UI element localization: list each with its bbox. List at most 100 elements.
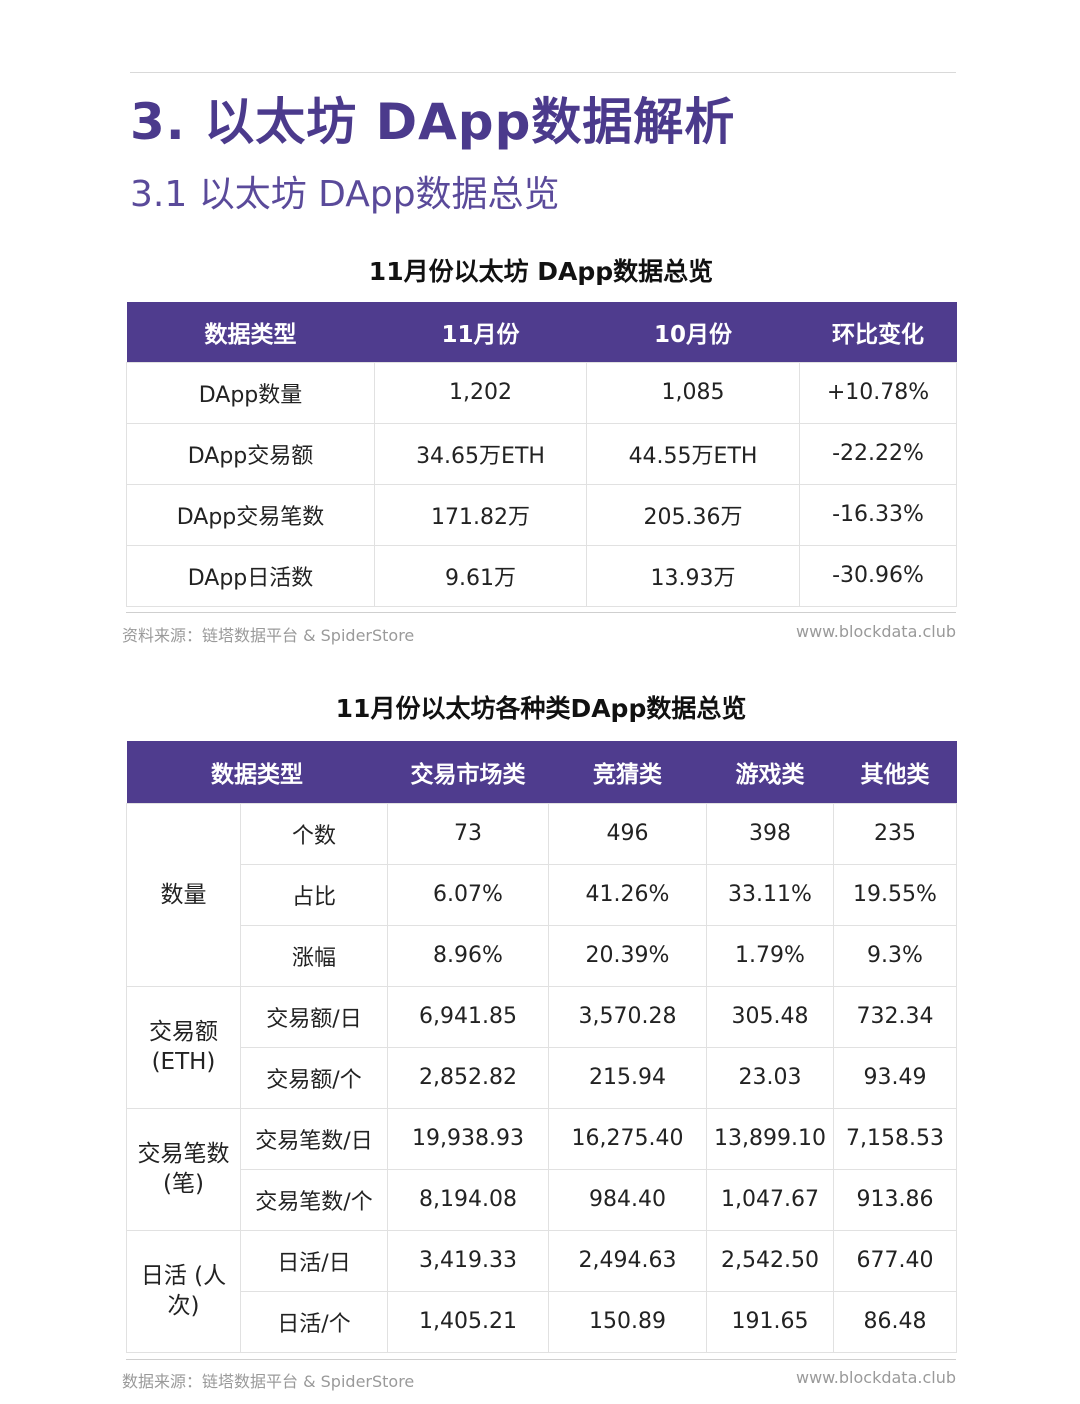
table-row: 占比 6.07% 41.26% 33.11% 19.55% (127, 863, 957, 926)
header-cell: 10月份 (586, 302, 800, 362)
table-row: 涨幅 8.96% 20.39% 1.79% 9.3% (127, 924, 957, 987)
row-label: 涨幅 (240, 924, 388, 987)
table-cell: 732.34 (833, 985, 957, 1048)
row-label: 个数 (240, 802, 388, 865)
table-cell: 2,542.50 (706, 1229, 834, 1292)
header-cell: 游戏类 (706, 741, 834, 803)
top-divider (130, 72, 956, 73)
row-label: DApp交易笔数 (126, 483, 375, 546)
row-label: 日活/日 (240, 1229, 388, 1292)
table1-site-url: www.blockdata.club (796, 622, 956, 641)
table-row: DApp日活数 9.61万 13.93万 -30.96% (126, 544, 957, 607)
header-cell: 数据类型 (126, 741, 388, 803)
table-cell: 6,941.85 (387, 985, 549, 1048)
table-cell: 398 (706, 802, 834, 865)
table-cell: -16.33% (799, 483, 957, 546)
table-cell: +10.78% (799, 361, 957, 424)
table-cell: 16,275.40 (548, 1107, 707, 1170)
table-cell: 34.65万ETH (374, 422, 587, 485)
row-label: 交易笔数/日 (240, 1107, 388, 1170)
table-cell: 984.40 (548, 1168, 707, 1231)
header-cell: 数据类型 (126, 302, 375, 362)
table-cell: 13.93万 (586, 544, 800, 607)
table-cell: 913.86 (833, 1168, 957, 1231)
group-label: 数量 (126, 802, 241, 987)
table-cell: -22.22% (799, 422, 957, 485)
table2-title: 11月份以太坊各种类DApp数据总览 (335, 694, 747, 723)
table-cell: 86.48 (833, 1290, 957, 1353)
table-cell: 1,202 (374, 361, 587, 424)
table-cell: 1,085 (586, 361, 800, 424)
table-cell: 6.07% (387, 863, 549, 926)
table-cell: 150.89 (548, 1290, 707, 1353)
table-cell: 44.55万ETH (586, 422, 800, 485)
section-subtitle: 3.1 以太坊 DApp数据总览 (130, 174, 560, 215)
table1-footer-divider (126, 612, 956, 613)
table-cell: 8.96% (387, 924, 549, 987)
table-cell: 8,194.08 (387, 1168, 549, 1231)
table-cell: 19,938.93 (387, 1107, 549, 1170)
table-cell: 205.36万 (586, 483, 800, 546)
row-label: 交易额/个 (240, 1046, 388, 1109)
table-cell: 19.55% (833, 863, 957, 926)
table2-footer-divider (126, 1359, 956, 1360)
header-cell: 11月份 (374, 302, 587, 362)
table-cell: 2,852.82 (387, 1046, 549, 1109)
table-cell: 13,899.10 (706, 1107, 834, 1170)
table-cell: 93.49 (833, 1046, 957, 1109)
row-label: DApp数量 (126, 361, 375, 424)
table-header-row: 数据类型 交易市场类 竞猜类 游戏类 其他类 (126, 741, 957, 803)
table-cell: 33.11% (706, 863, 834, 926)
table1-title: 11月份以太坊 DApp数据总览 (368, 257, 714, 286)
table-cell: 9.61万 (374, 544, 587, 607)
table-row: DApp交易笔数 171.82万 205.36万 -16.33% (126, 483, 957, 546)
header-cell: 竞猜类 (548, 741, 707, 803)
overview-table: 数据类型 11月份 10月份 环比变化 DApp数量 1,202 1,085 +… (126, 302, 957, 607)
table-row: 日活/个 1,405.21 150.89 191.65 86.48 (127, 1290, 957, 1353)
header-cell: 交易市场类 (387, 741, 549, 803)
table2-site-url: www.blockdata.club (796, 1368, 956, 1387)
row-label: 日活/个 (240, 1290, 388, 1353)
table-cell: 23.03 (706, 1046, 834, 1109)
row-label: 交易额/日 (240, 985, 388, 1048)
table-cell: 41.26% (548, 863, 707, 926)
table-cell: 171.82万 (374, 483, 587, 546)
table-cell: 215.94 (548, 1046, 707, 1109)
table-header-row: 数据类型 11月份 10月份 环比变化 (126, 302, 957, 362)
table-row: DApp交易额 34.65万ETH 44.55万ETH -22.22% (126, 422, 957, 485)
table-row: 交易笔数 (笔) 交易笔数/日 19,938.93 16,275.40 13,8… (126, 1107, 957, 1231)
table-cell: 3,570.28 (548, 985, 707, 1048)
table-cell: 3,419.33 (387, 1229, 549, 1292)
table-cell: 305.48 (706, 985, 834, 1048)
table-cell: -30.96% (799, 544, 957, 607)
table-cell: 1,047.67 (706, 1168, 834, 1231)
table-cell: 9.3% (833, 924, 957, 987)
table-cell: 2,494.63 (548, 1229, 707, 1292)
row-label: 占比 (240, 863, 388, 926)
table-cell: 1,405.21 (387, 1290, 549, 1353)
table-cell: 7,158.53 (833, 1107, 957, 1170)
table1-source-note: 资料来源：链塔数据平台 & SpiderStore (122, 626, 415, 645)
row-label: 交易笔数/个 (240, 1168, 388, 1231)
header-cell: 环比变化 (799, 302, 957, 362)
table-row: 交易额/个 2,852.82 215.94 23.03 93.49 (127, 1046, 957, 1109)
table2-source-note: 数据来源：链塔数据平台 & SpiderStore (122, 1372, 415, 1391)
row-label: DApp交易额 (126, 422, 375, 485)
table-cell: 20.39% (548, 924, 707, 987)
category-table: 数据类型 交易市场类 竞猜类 游戏类 其他类 数量 个数 73 496 398 … (126, 741, 957, 1353)
group-label: 交易额 (ETH) (126, 985, 241, 1109)
section-title: 3. 以太坊 DApp数据解析 (130, 93, 736, 151)
table-cell: 677.40 (833, 1229, 957, 1292)
table-row: DApp数量 1,202 1,085 +10.78% (126, 361, 957, 424)
table-row: 日活 (人次) 日活/日 3,419.33 2,494.63 2,542.50 … (126, 1229, 957, 1353)
table-row: 数量 个数 73 496 398 235 (126, 802, 957, 987)
row-label: DApp日活数 (126, 544, 375, 607)
table-row: 交易笔数/个 8,194.08 984.40 1,047.67 913.86 (127, 1168, 957, 1231)
table-cell: 235 (833, 802, 957, 865)
table-cell: 191.65 (706, 1290, 834, 1353)
table-cell: 496 (548, 802, 707, 865)
header-cell: 其他类 (833, 741, 957, 803)
group-label: 交易笔数 (笔) (126, 1107, 241, 1231)
table-cell: 1.79% (706, 924, 834, 987)
table-row: 交易额 (ETH) 交易额/日 6,941.85 3,570.28 305.48… (126, 985, 957, 1109)
